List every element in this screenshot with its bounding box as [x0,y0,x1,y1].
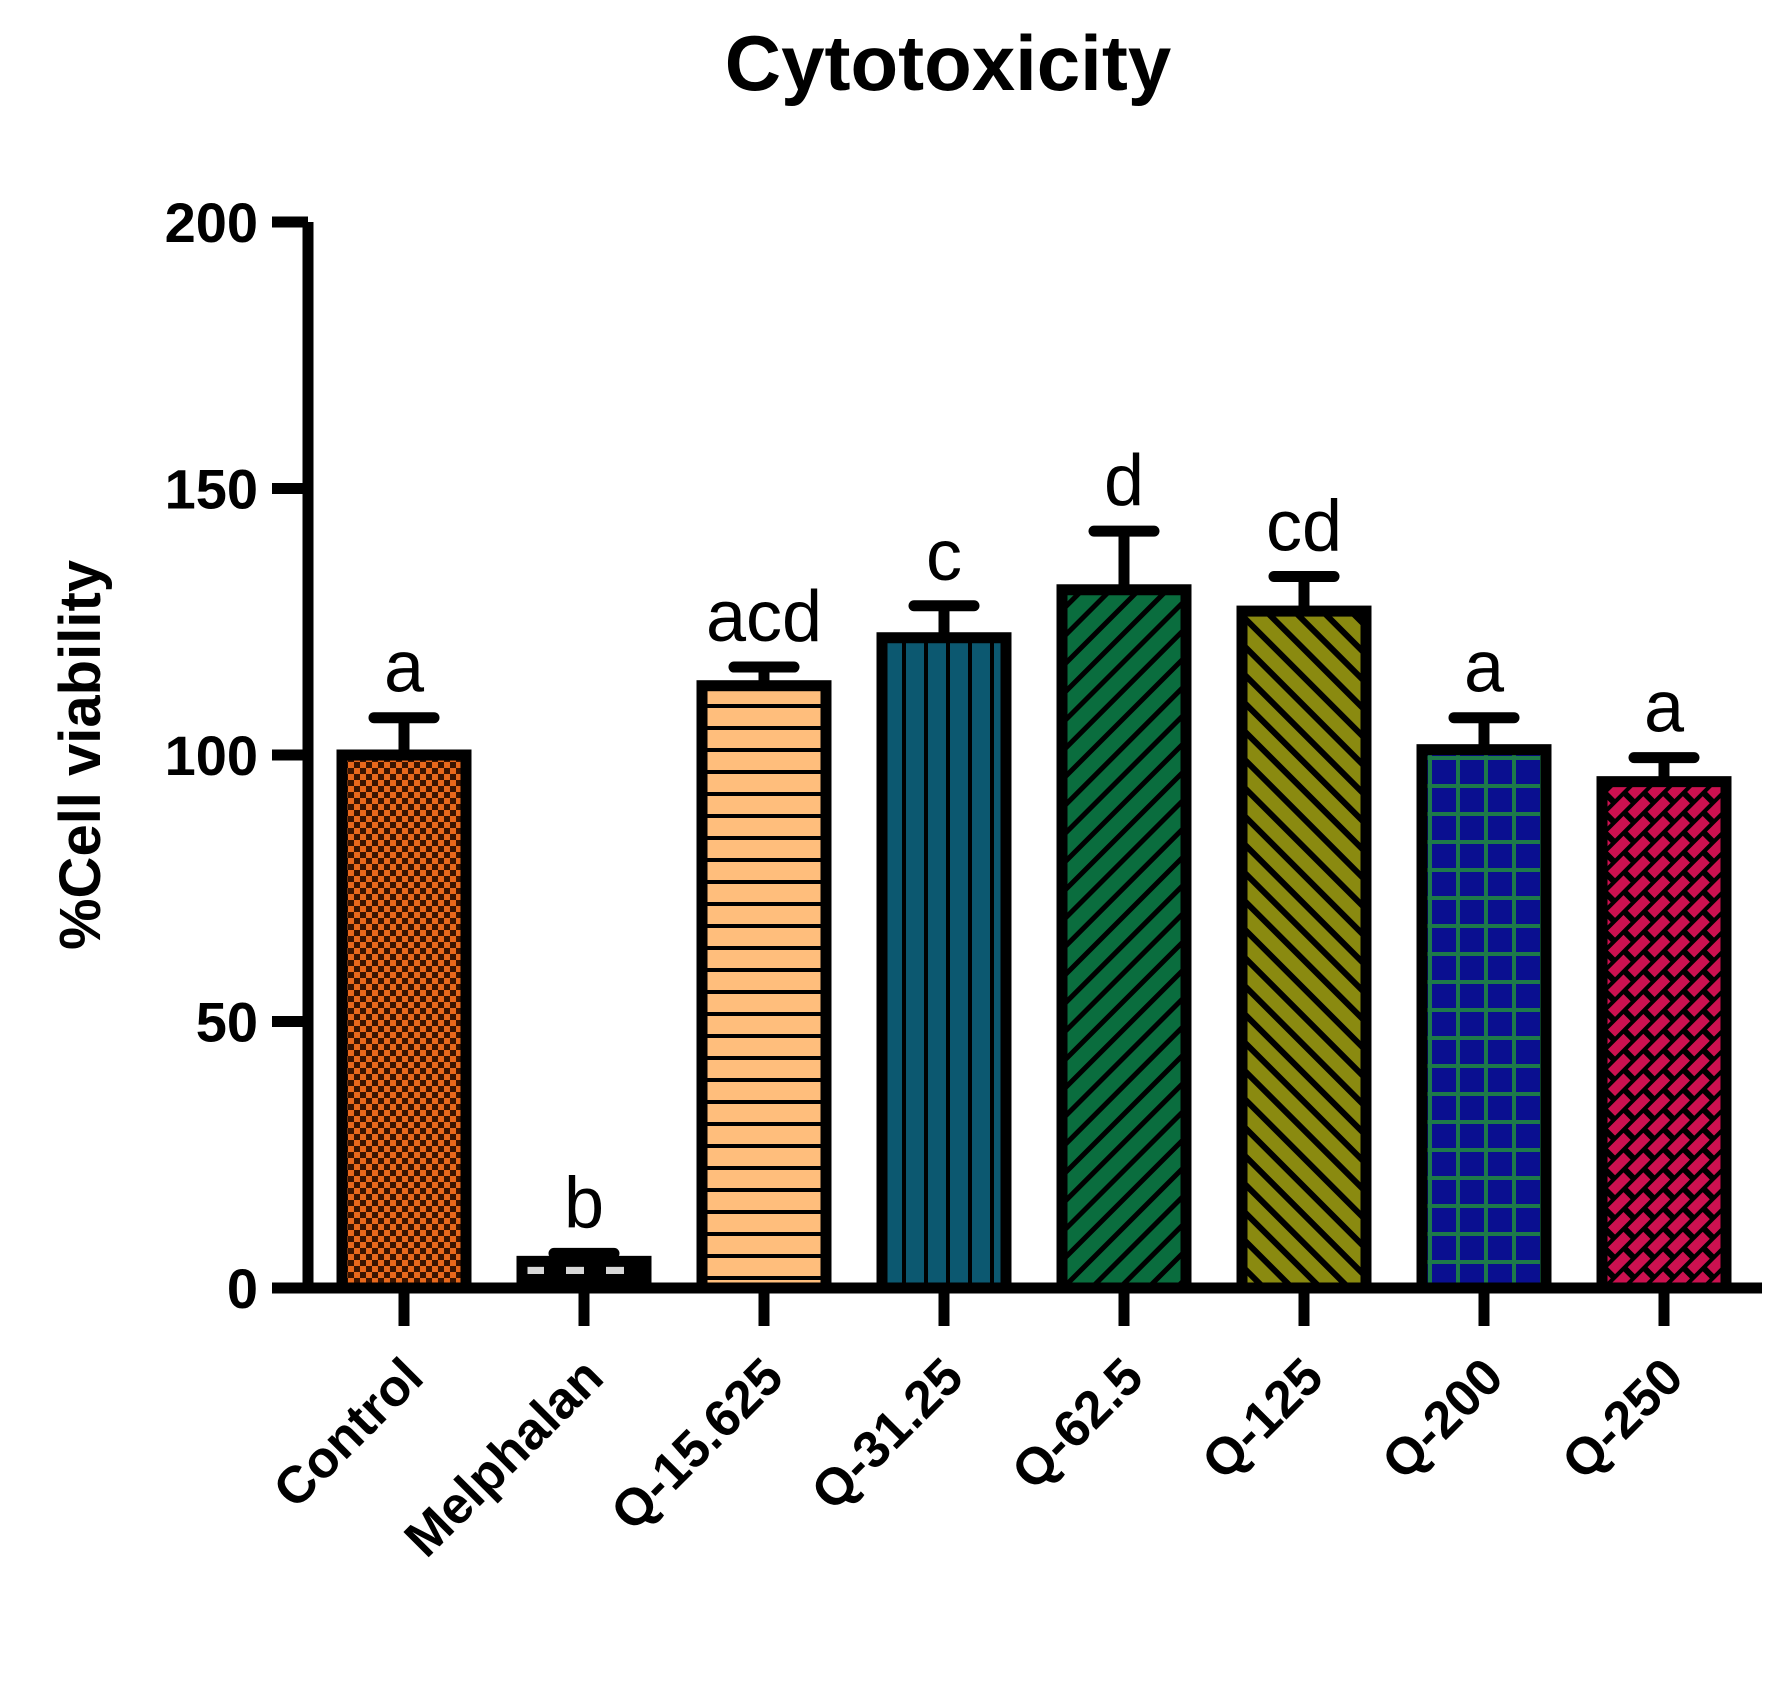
x-tick-label-q-15-625: Q-15.625 [600,1347,794,1541]
x-tick-label-q-200: Q-200 [1371,1347,1514,1490]
bar-q-250 [1596,776,1732,1294]
significance-label-q-250: a [1644,668,1685,748]
significance-label-control: a [384,628,425,708]
bar-control [336,749,472,1294]
y-tick-label-100: 100 [165,724,258,787]
bar-q-200 [1416,744,1552,1294]
x-tick-label-control: Control [263,1347,435,1519]
y-tick-label-0: 0 [227,1257,258,1320]
y-tick-label-200: 200 [165,191,258,254]
bar-q-62-5 [1056,584,1192,1294]
x-tick-label-q-62-5: Q-62.5 [1001,1347,1154,1500]
y-tick-label-150: 150 [165,458,258,521]
bar-q-31-25 [876,632,1012,1294]
bar-q-125 [1236,605,1372,1294]
y-tick-label-50: 50 [196,991,258,1054]
y-axis-label: %Cell viability [48,560,113,950]
bar-q-15-625 [696,680,832,1294]
significance-label-q-15-625: acd [706,577,822,657]
x-tick-label-melphalan: Melphalan [394,1347,615,1568]
significance-label-melphalan: b [564,1163,604,1243]
significance-label-q-125: cd [1266,486,1342,566]
x-tick-label-q-125: Q-125 [1191,1347,1334,1490]
x-tick-label-q-31-25: Q-31.25 [801,1347,975,1521]
chart-title: Cytotoxicity [725,19,1171,107]
significance-label-q-62-5: d [1104,441,1144,521]
x-tick-label-q-250: Q-250 [1551,1347,1694,1490]
significance-label-q-31-25: c [926,516,962,596]
significance-label-q-200: a [1464,628,1505,708]
